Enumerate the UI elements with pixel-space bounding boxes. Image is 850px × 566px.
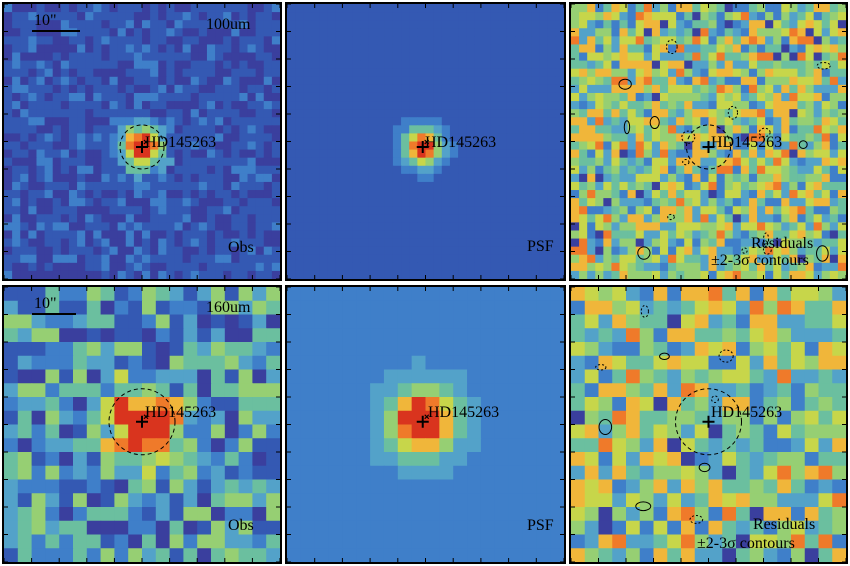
band-label: 160um: [206, 299, 251, 316]
residual-contour: [598, 419, 613, 436]
scale-bar-label: 10": [34, 12, 57, 29]
scale-bar: [32, 313, 76, 315]
aperture-circle: [675, 388, 742, 456]
residual-contour: [595, 364, 607, 371]
residual-contour: [635, 501, 652, 512]
residual-contour: [623, 120, 631, 135]
psf-image-100um: [287, 4, 564, 279]
pixel-grid: [571, 287, 846, 562]
panel-label-residuals: Residuals: [751, 235, 814, 252]
pixel-grid: [287, 287, 564, 562]
panel-label-residuals: Residuals: [753, 516, 816, 533]
axis-ticks: [4, 287, 280, 562]
pixel-grid: [287, 4, 564, 279]
residual-image-100um: [571, 4, 846, 279]
source-label: HD145263: [145, 134, 217, 151]
residual-contour: [758, 127, 771, 138]
psf-panel-100um: HD145263 PSF 30 20 10: [285, 2, 566, 281]
residual-contour: [711, 395, 719, 403]
residual-contour: [727, 105, 739, 120]
source-marker: [702, 415, 715, 428]
residual-contour: [667, 213, 675, 221]
source-label: HD145263: [711, 404, 783, 421]
axis-ticks: [571, 287, 846, 562]
panel-label-obs: Obs: [228, 517, 254, 534]
panel-label-obs: Obs: [228, 239, 254, 256]
residual-contour: [762, 232, 770, 247]
axis-ticks: [287, 287, 564, 562]
psf-image-160um: [287, 287, 564, 562]
source-marker: [136, 414, 149, 428]
obs-panel-100um: 10" 100um HD145263 Obs: [2, 2, 282, 281]
residual-image-160um: [571, 287, 846, 562]
panel-label-psf: PSF: [527, 238, 554, 255]
residual-panel-100um: HD145263 Residuals ±2-3σ contours: [569, 2, 848, 281]
residual-contour: [718, 349, 734, 363]
panel-label-psf: PSF: [527, 517, 554, 534]
residual-contour: [698, 462, 711, 473]
obs-image-160um: [4, 287, 280, 562]
source-label: HD145263: [145, 404, 217, 421]
residual-contour: [659, 352, 670, 361]
source-label: HD145263: [428, 404, 500, 421]
band-label: 100um: [206, 16, 251, 33]
source-marker: [702, 141, 715, 153]
residual-contour: [798, 140, 808, 149]
scale-bar: [32, 30, 80, 32]
obs-image-100um: [4, 4, 280, 279]
contour-legend: ±2-3σ contours: [697, 535, 795, 552]
residual-panel-160um: HD145263 Residuals ±2-3σ contours: [569, 285, 848, 564]
source-marker: [416, 414, 430, 428]
source-marker: [136, 139, 149, 153]
source-label: HD145263: [711, 134, 783, 151]
pixel-grid: [571, 4, 846, 279]
residual-contour: [618, 78, 632, 90]
pixel-grid: [4, 4, 280, 279]
source-marker: [416, 139, 430, 153]
obs-panel-160um: 10" 160um HD145263 Obs: [2, 285, 282, 564]
axis-ticks: [571, 4, 846, 279]
scale-bar-label: 10": [34, 295, 57, 312]
residual-contour: [666, 39, 678, 55]
residual-contour: [682, 159, 690, 166]
source-label: HD145263: [425, 134, 497, 151]
residual-contour: [637, 246, 651, 260]
residual-contour: [649, 116, 660, 130]
residual-contour: [689, 515, 704, 524]
residual-contour: [640, 304, 649, 318]
contour-legend: ±2-3σ contours: [711, 252, 809, 269]
psf-panel-160um: HD145263 PSF 20 15 10 5: [285, 285, 566, 564]
residual-contour: [741, 247, 748, 254]
aperture-circle: [686, 124, 731, 170]
axis-ticks: [287, 4, 564, 279]
aperture-circle: [108, 388, 176, 456]
axis-ticks: [4, 4, 280, 279]
residual-contour: [816, 245, 829, 262]
residual-contour: [681, 130, 696, 144]
residual-contour: [762, 245, 772, 255]
aperture-circle: [119, 124, 165, 170]
pixel-grid: [4, 287, 280, 562]
